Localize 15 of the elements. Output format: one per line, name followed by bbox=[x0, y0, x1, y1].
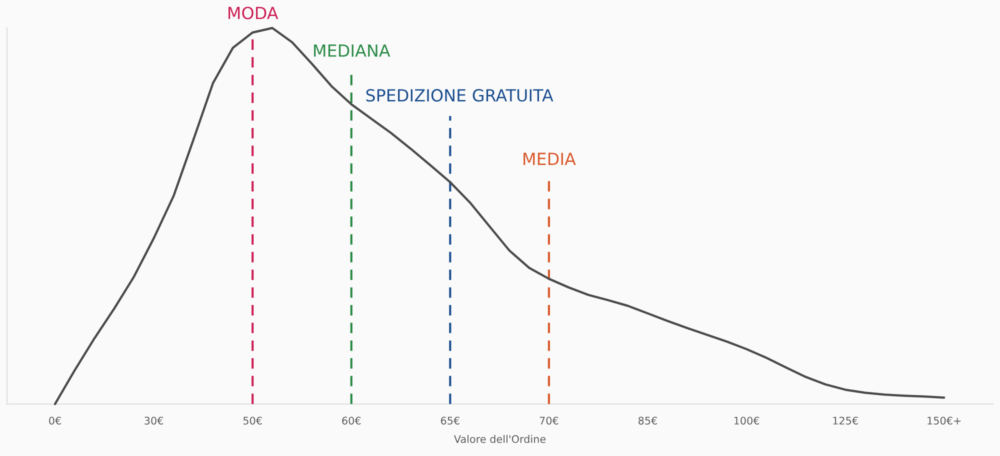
x-tick-label: 0€ bbox=[49, 416, 61, 425]
x-tick-label: 60€ bbox=[342, 416, 361, 425]
ref-line-label: MODA bbox=[228, 6, 278, 20]
x-tick-label: 150€+ bbox=[928, 416, 961, 425]
x-tick-label: 125€ bbox=[833, 416, 858, 425]
x-tick-label: 85€ bbox=[638, 416, 657, 425]
x-tick-label: 50€ bbox=[243, 416, 262, 425]
ref-line-label: SPEDIZIONE GRATUITA bbox=[366, 89, 554, 102]
x-axis-title: Valore dell'Ordine bbox=[454, 434, 546, 443]
x-tick-label: 100€ bbox=[734, 416, 760, 425]
x-tick-label: 30€ bbox=[144, 416, 164, 425]
x-tick-label: 65€ bbox=[440, 416, 460, 425]
ref-line-label: MEDIANA bbox=[314, 44, 390, 57]
x-tick-label: 70€ bbox=[540, 416, 558, 425]
ref-line-label: MEDIA bbox=[524, 152, 576, 165]
